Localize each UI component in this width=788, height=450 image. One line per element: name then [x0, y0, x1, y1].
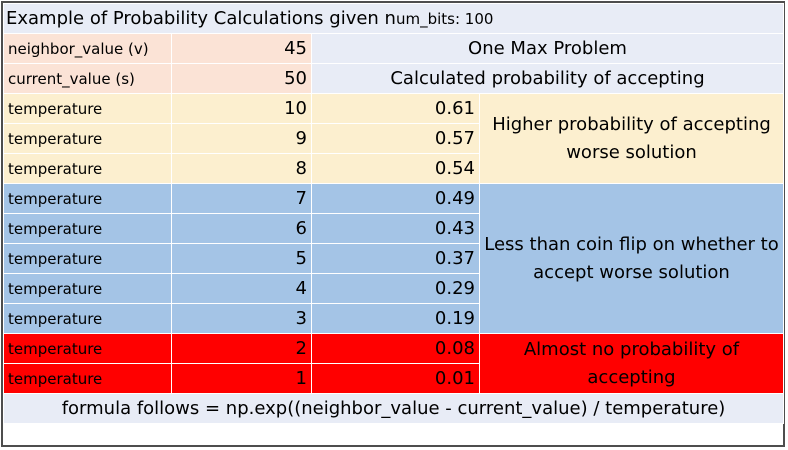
temperature-value: 3 — [171, 303, 312, 334]
probability-value: 0.54 — [311, 153, 480, 184]
table-title: Example of Probability Calculations give… — [3, 3, 784, 34]
probability-header: Calculated probability of accepting — [311, 63, 784, 94]
table-row: temperature 6 0.43 — [3, 213, 784, 244]
temperature-value: 9 — [171, 123, 312, 154]
temperature-value: 1 — [171, 363, 312, 394]
table-row: temperature 9 0.57 — [3, 123, 784, 154]
current-value: 50 — [171, 63, 312, 94]
temperature-label: temperature — [3, 303, 172, 334]
footer-row: formula follows = np.exp((neighbor_value… — [3, 393, 784, 424]
probability-value: 0.19 — [311, 303, 480, 334]
formula-footer: formula follows = np.exp((neighbor_value… — [3, 393, 784, 424]
probability-value: 0.61 — [311, 93, 480, 124]
temperature-label: temperature — [3, 363, 172, 394]
temperature-value: 2 — [171, 333, 312, 364]
table-row: temperature 1 0.01 — [3, 363, 784, 394]
probability-value: 0.37 — [311, 243, 480, 274]
temperature-label: temperature — [3, 243, 172, 274]
current-row: current_value (s) 50 Calculated probabil… — [3, 63, 784, 94]
current-label: current_value (s) — [3, 63, 172, 94]
temperature-value: 5 — [171, 243, 312, 274]
temperature-label: temperature — [3, 273, 172, 304]
probability-value: 0.49 — [311, 183, 480, 214]
group-low-note: Almost no probability of accepting — [479, 333, 784, 394]
probability-value: 0.08 — [311, 333, 480, 364]
neighbor-label: neighbor_value (v) — [3, 33, 172, 64]
temperature-label: temperature — [3, 93, 172, 124]
temperature-value: 4 — [171, 273, 312, 304]
probability-value: 0.01 — [311, 363, 480, 394]
title-row: Example of Probability Calculations give… — [3, 3, 784, 34]
title-text: Example of Probability Calculations give… — [6, 8, 396, 29]
temperature-value: 7 — [171, 183, 312, 214]
probability-value: 0.57 — [311, 123, 480, 154]
temperature-label: temperature — [3, 213, 172, 244]
neighbor-row: neighbor_value (v) 45 One Max Problem — [3, 33, 784, 64]
probability-table: Example of Probability Calculations give… — [3, 3, 784, 424]
table-row: temperature 2 0.08 Almost no probability… — [3, 333, 784, 394]
table-row: temperature 10 0.61 Higher probability o… — [3, 93, 784, 184]
table-row: temperature 8 0.54 — [3, 153, 784, 184]
group-mid-note: Less than coin flip on whether to accept… — [479, 183, 784, 334]
temperature-value: 6 — [171, 213, 312, 244]
probability-value: 0.29 — [311, 273, 480, 304]
temperature-label: temperature — [3, 123, 172, 154]
problem-title: One Max Problem — [311, 33, 784, 64]
temperature-label: temperature — [3, 153, 172, 184]
temperature-value: 8 — [171, 153, 312, 184]
temperature-label: temperature — [3, 333, 172, 364]
table-row: temperature 3 0.19 — [3, 303, 784, 334]
temperature-value: 10 — [171, 93, 312, 124]
temperature-label: temperature — [3, 183, 172, 214]
table-row: temperature 5 0.37 — [3, 243, 784, 274]
probability-value: 0.43 — [311, 213, 480, 244]
title-suffix: um_bits: 100 — [395, 10, 494, 28]
table-row: temperature 7 0.49 Less than coin flip o… — [3, 183, 784, 334]
neighbor-value: 45 — [171, 33, 312, 64]
group-high-note: Higher probability of accepting worse so… — [479, 93, 784, 184]
